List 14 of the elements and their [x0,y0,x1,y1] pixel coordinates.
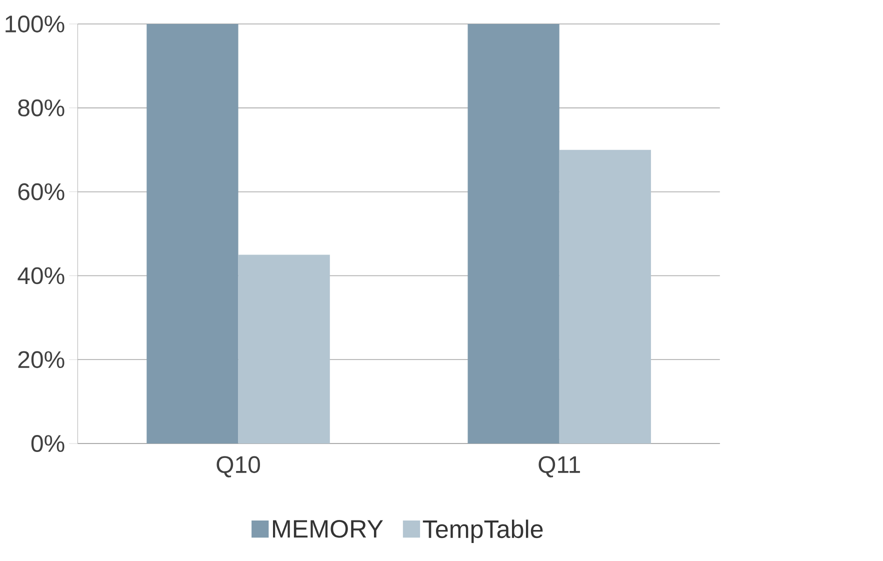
y-tick-label: 80% [18,99,64,116]
y-tick-label: 20% [18,351,64,368]
x-tick-label: Q11 [538,456,580,478]
legend-label: MEMORY [273,520,383,538]
y-tick-label: 60% [18,183,64,200]
bar [468,24,560,444]
legend-label: TempTable [422,520,543,544]
bar [238,254,330,444]
y-tick-label: 0% [31,435,64,452]
bar [559,150,651,444]
x-tick-label: Q10 [216,456,260,478]
y-tick-label: 40% [18,267,64,284]
bar [146,24,238,444]
y-tick-label: 100% [6,16,64,33]
